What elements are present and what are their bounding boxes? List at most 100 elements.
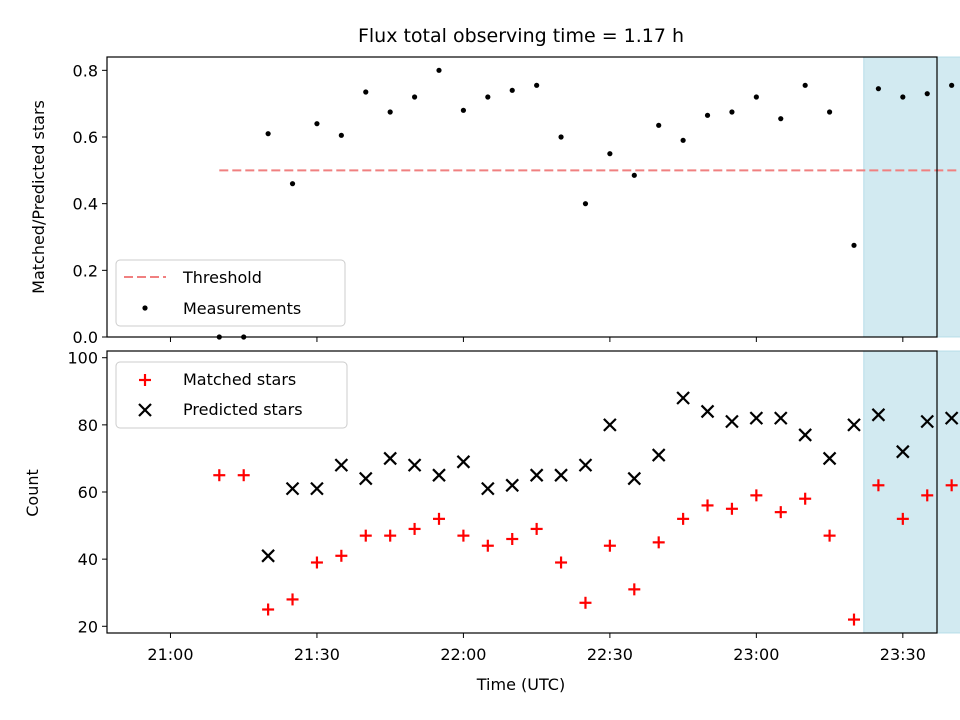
top-x-ticks bbox=[169, 337, 904, 342]
matched-stars-point bbox=[481, 539, 494, 552]
predicted-stars-point bbox=[847, 418, 861, 432]
top-y-tick-label: 0.6 bbox=[73, 128, 98, 147]
measurement-point bbox=[778, 116, 784, 122]
cross-b bbox=[334, 458, 349, 472]
predicted-stars-point bbox=[358, 471, 373, 486]
predicted-stars-point bbox=[505, 478, 520, 493]
bottom-panel: 20 40 60 80 100 21:00 21:30 22:00 22:30 23:00 23:… bbox=[23, 349, 960, 694]
x-tick-label: 22:00 bbox=[440, 645, 486, 664]
x-tick-label: 23:00 bbox=[733, 645, 779, 664]
matched-stars-point bbox=[555, 556, 568, 569]
legend-measurements-label: Measurements bbox=[183, 299, 301, 318]
matched-stars-point bbox=[408, 522, 421, 535]
bottom-y-tick-label: 100 bbox=[67, 349, 98, 368]
matched-stars-point bbox=[433, 512, 445, 525]
matched-stars-point bbox=[799, 492, 812, 505]
cross-b bbox=[798, 428, 812, 442]
measurement-point bbox=[534, 82, 540, 88]
predicted-stars-point bbox=[578, 458, 593, 472]
matched-stars-point bbox=[896, 512, 909, 525]
legend-predicted-swatch bbox=[138, 403, 152, 417]
predicted-stars-point bbox=[407, 458, 422, 472]
bottom-x-ticks: 21:0021:3022:0022:3023:0023:3000:0000:30… bbox=[147, 633, 926, 664]
legend-predicted-label: Predicted stars bbox=[183, 400, 303, 419]
matched-stars-point bbox=[725, 502, 738, 515]
measurement-point bbox=[558, 134, 564, 140]
matched-stars-point bbox=[750, 489, 763, 502]
cross-b bbox=[432, 468, 446, 482]
cross-b bbox=[554, 468, 568, 482]
measurement-point bbox=[826, 109, 833, 115]
matched-stars-point bbox=[628, 583, 641, 596]
cross-b bbox=[749, 411, 764, 425]
measurement-point bbox=[387, 109, 393, 115]
legend-matched-label: Matched stars bbox=[183, 370, 296, 389]
cross-b bbox=[700, 404, 715, 419]
matched-stars-point bbox=[213, 469, 226, 482]
bottom-legend-box bbox=[115, 361, 348, 429]
measurement-point bbox=[704, 112, 711, 118]
matched-stars-point bbox=[921, 489, 934, 502]
predicted-stars-point bbox=[822, 451, 837, 466]
cross-b bbox=[725, 414, 739, 429]
measurement-point bbox=[900, 94, 906, 100]
matched-stars-point bbox=[286, 593, 299, 606]
predicted-stars-point bbox=[700, 404, 715, 419]
measurement-point bbox=[875, 86, 882, 92]
predicted-stars-point bbox=[603, 418, 617, 432]
count-points bbox=[213, 391, 959, 626]
matched-stars-point bbox=[652, 536, 665, 549]
legend-measurements-swatch bbox=[142, 305, 148, 311]
predicted-stars-point bbox=[529, 468, 544, 482]
x-tick-label: 21:00 bbox=[147, 645, 193, 664]
predicted-stars-point bbox=[383, 451, 397, 466]
predicted-stars-point bbox=[749, 411, 764, 425]
matched-stars-point bbox=[506, 533, 519, 545]
cross-b bbox=[871, 408, 886, 422]
top-y-ticks: 0.0 0.2 0.4 0.6 0.8 bbox=[73, 61, 107, 347]
cross-b bbox=[261, 549, 275, 563]
measurement-point bbox=[289, 181, 296, 187]
cross-b bbox=[358, 471, 373, 486]
matched-stars-point bbox=[579, 596, 592, 609]
predicted-stars-point bbox=[261, 549, 275, 563]
chart-title: Flux total observing time = 1.17 h bbox=[358, 25, 684, 47]
predicted-stars-point bbox=[554, 468, 568, 482]
matched-stars-point bbox=[335, 549, 348, 562]
matched-stars-point bbox=[310, 556, 323, 569]
cross-b bbox=[138, 403, 152, 417]
measurement-point bbox=[607, 151, 613, 157]
top-plot-frame bbox=[106, 56, 938, 338]
predicted-stars-point bbox=[773, 411, 788, 425]
matched-stars-point bbox=[530, 522, 543, 535]
measurement-point bbox=[509, 87, 515, 93]
cross-b bbox=[456, 455, 471, 469]
top-panel: 0.00.20.40.60.8 Matched/Predicted stars … bbox=[29, 56, 960, 347]
predicted-stars-point bbox=[334, 458, 349, 472]
predicted-stars-point bbox=[871, 408, 886, 422]
cross-b bbox=[481, 481, 495, 496]
matched-stars-point bbox=[359, 529, 372, 542]
measurement-point bbox=[753, 94, 759, 100]
matched-stars-point bbox=[262, 603, 275, 616]
cross-b bbox=[651, 448, 666, 462]
matched-stars-point bbox=[457, 529, 470, 542]
measurement-point bbox=[411, 94, 418, 100]
top-y-axis-label: Matched/Predicted stars bbox=[29, 100, 48, 294]
predicted-stars-point bbox=[456, 455, 471, 469]
predicted-stars-point bbox=[920, 414, 935, 429]
predicted-stars-point bbox=[896, 444, 910, 459]
cross-b bbox=[896, 444, 910, 459]
x-tick-label: 22:30 bbox=[587, 645, 633, 664]
cross-b bbox=[407, 458, 422, 472]
matched-stars-point bbox=[237, 469, 250, 482]
bottom-y-tick-label: 20 bbox=[78, 617, 98, 636]
predicted-stars-point bbox=[310, 481, 324, 496]
measurement-point bbox=[851, 242, 857, 248]
bottom-y-ticks: 20 40 60 80 100 bbox=[67, 349, 107, 636]
measurement-point bbox=[363, 89, 369, 95]
top-y-tick-label: 0.2 bbox=[73, 261, 98, 280]
top-legend-box bbox=[115, 259, 346, 327]
top-y-tick-label: 0.0 bbox=[73, 328, 98, 347]
